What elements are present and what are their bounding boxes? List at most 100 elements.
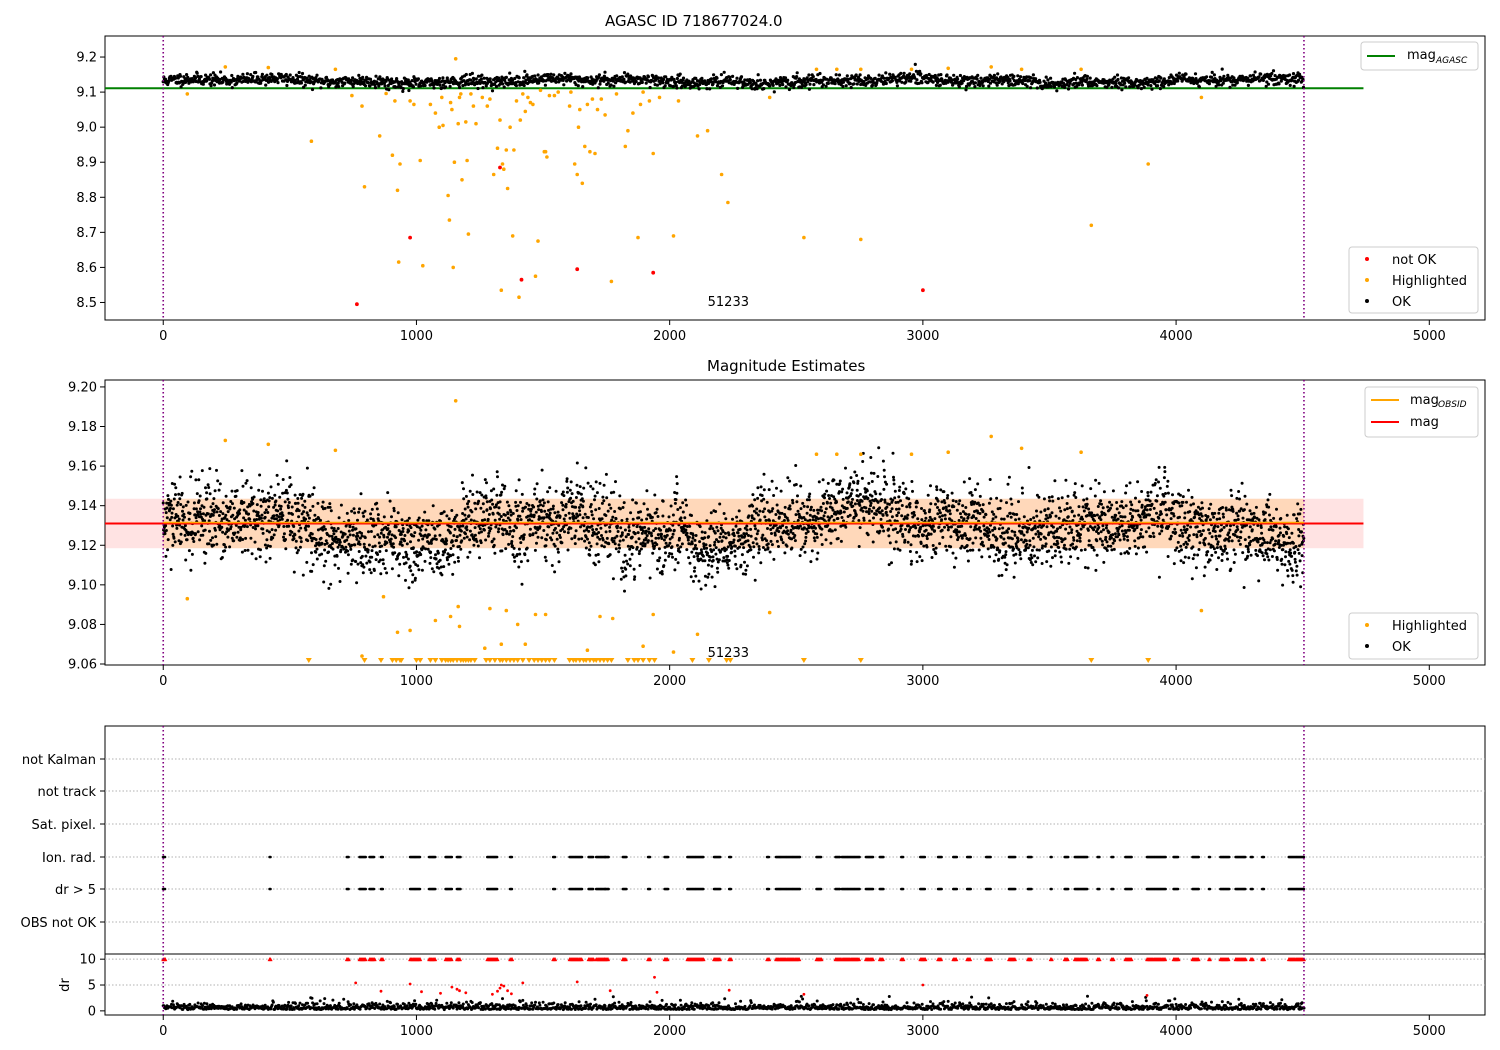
- ok-point: [541, 504, 545, 508]
- ok-point: [609, 506, 613, 510]
- ok-point: [612, 539, 616, 543]
- ok-point: [178, 497, 182, 501]
- ok-point: [869, 456, 873, 459]
- ok-point: [988, 81, 993, 85]
- ok-point: [673, 568, 677, 572]
- highlighted-point: [726, 200, 730, 205]
- ok-point: [825, 501, 829, 505]
- ok-point: [823, 511, 827, 514]
- ok-point: [316, 501, 320, 505]
- ok-point: [720, 84, 725, 88]
- highlighted-point: [377, 134, 382, 138]
- ok-point: [432, 86, 436, 90]
- ok-point: [474, 507, 478, 511]
- ok-point: [528, 527, 532, 531]
- ok-point: [716, 529, 720, 533]
- not-ok-point: [498, 165, 502, 170]
- ok-point: [686, 538, 690, 542]
- highlighted-point: [614, 92, 619, 96]
- ok-point: [393, 85, 398, 89]
- ok-point: [836, 77, 840, 81]
- ok-point: [192, 501, 196, 505]
- ok-point: [197, 499, 201, 503]
- ok-point: [235, 81, 239, 85]
- ok-point: [631, 517, 635, 521]
- ok-point: [895, 80, 899, 84]
- ok-point: [772, 494, 776, 497]
- ok-point: [253, 540, 257, 544]
- ok-point: [279, 504, 283, 508]
- ok-point: [291, 512, 294, 516]
- ok-point: [1008, 79, 1012, 83]
- ok-point: [549, 72, 553, 76]
- ok-point: [919, 542, 923, 545]
- ok-point: [563, 71, 567, 75]
- ok-point: [624, 535, 628, 539]
- legend-label: not OK: [1392, 253, 1437, 268]
- ok-point: [649, 531, 653, 535]
- ok-point: [607, 542, 611, 546]
- ok-point: [910, 559, 914, 563]
- ok-point: [1193, 72, 1198, 76]
- legend-marker: [1365, 278, 1369, 282]
- ok-point: [459, 547, 463, 551]
- ok-point: [767, 488, 771, 492]
- highlighted-point: [518, 118, 523, 122]
- ok-point: [969, 525, 973, 529]
- ok-point: [540, 510, 543, 513]
- ok-point: [479, 541, 483, 545]
- highlighted-point: [583, 144, 587, 149]
- ok-point: [496, 475, 499, 479]
- ok-point: [257, 488, 261, 492]
- ok-point: [181, 518, 185, 522]
- ok-point: [703, 536, 707, 540]
- ok-point: [224, 513, 228, 517]
- ok-point: [234, 494, 238, 498]
- ok-point: [623, 589, 626, 593]
- ok-point: [602, 79, 606, 83]
- ok-point: [623, 528, 627, 532]
- ok-point: [406, 78, 410, 82]
- ok-point: [890, 79, 895, 83]
- ok-point: [533, 74, 537, 78]
- highlighted-point: [676, 99, 681, 103]
- ok-point: [267, 505, 271, 509]
- ok-point: [169, 74, 173, 78]
- ok-point: [527, 503, 531, 507]
- ok-point: [698, 525, 702, 529]
- ok-point: [482, 528, 486, 532]
- ok-point: [996, 72, 1000, 76]
- ok-point: [755, 87, 759, 91]
- ok-point: [646, 539, 650, 543]
- highlighted-point: [488, 97, 492, 101]
- ok-point: [529, 507, 533, 511]
- ok-point: [508, 71, 512, 75]
- ok-point: [709, 511, 713, 515]
- ok-point: [249, 486, 253, 490]
- ok-point: [465, 528, 469, 532]
- y-tick-label: 9.1: [76, 86, 97, 101]
- ok-point: [836, 517, 840, 520]
- ok-point: [608, 553, 612, 557]
- ok-point: [904, 487, 908, 491]
- ok-point: [733, 549, 737, 553]
- ok-point: [627, 77, 631, 81]
- ok-point: [857, 545, 861, 548]
- ok-point: [396, 511, 400, 515]
- ok-point: [375, 507, 379, 511]
- ok-point: [320, 552, 324, 556]
- ok-point: [564, 505, 568, 509]
- ok-point: [821, 478, 825, 482]
- ok-point: [758, 518, 762, 522]
- ok-point: [694, 574, 698, 578]
- highlighted-point: [505, 186, 510, 191]
- ok-point: [694, 543, 697, 547]
- ok-point: [280, 511, 284, 515]
- ok-point: [449, 547, 453, 550]
- ok-point: [476, 74, 481, 78]
- ok-point: [706, 551, 709, 555]
- ok-point: [757, 547, 761, 551]
- ok-point: [525, 73, 529, 77]
- ok-point: [701, 554, 705, 558]
- ok-point: [433, 534, 437, 538]
